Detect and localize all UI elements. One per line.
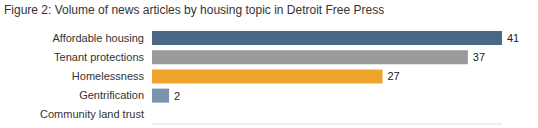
svg-text:27: 27 [387,70,399,82]
svg-text:Homelessness: Homelessness [72,70,145,82]
svg-text:Affordable housing: Affordable housing [52,32,144,44]
svg-text:37: 37 [473,51,485,63]
svg-text:41: 41 [507,32,519,44]
svg-text:Gentrification: Gentrification [79,89,144,101]
svg-text:Community land trust: Community land trust [40,108,144,120]
svg-text:Tenant protections: Tenant protections [54,51,144,63]
svg-text:2: 2 [174,90,180,102]
html-text:Figure 2: Volume of news artic: Figure 2: Volume of news articles by hou… [4,3,385,17]
